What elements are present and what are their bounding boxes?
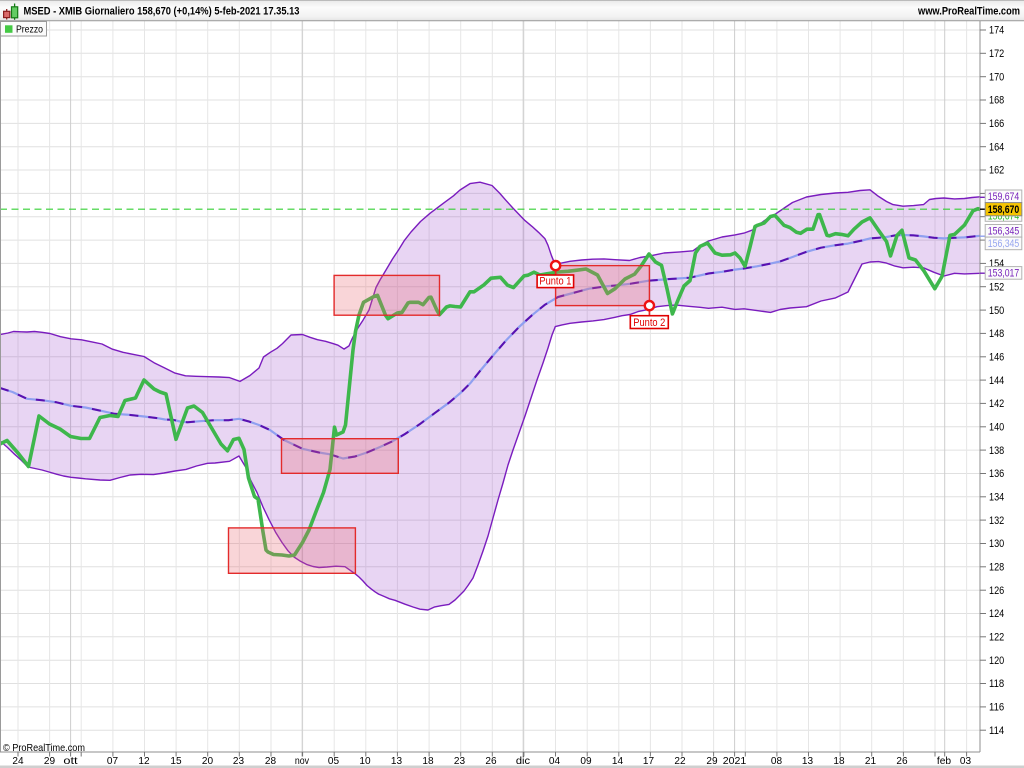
svg-text:142: 142 [989, 398, 1004, 410]
svg-text:www.ProRealTime.com: www.ProRealTime.com [917, 5, 1020, 17]
svg-text:148: 148 [989, 328, 1004, 340]
svg-text:162: 162 [989, 165, 1004, 177]
svg-text:23: 23 [233, 755, 244, 767]
svg-text:20: 20 [202, 755, 213, 767]
svg-text:26: 26 [896, 755, 907, 767]
svg-text:08: 08 [771, 755, 782, 767]
svg-text:28: 28 [265, 755, 276, 767]
svg-text:150: 150 [989, 305, 1004, 317]
svg-text:134: 134 [989, 492, 1004, 504]
svg-text:124: 124 [989, 608, 1004, 620]
svg-text:116: 116 [989, 702, 1004, 714]
svg-text:18: 18 [422, 755, 433, 767]
svg-text:2021: 2021 [723, 755, 747, 767]
svg-text:04: 04 [549, 755, 560, 767]
svg-text:Punto 1: Punto 1 [539, 276, 571, 288]
svg-text:144: 144 [989, 375, 1004, 387]
svg-text:13: 13 [802, 755, 813, 767]
svg-text:136: 136 [989, 468, 1004, 480]
svg-text:07: 07 [107, 755, 118, 767]
svg-text:nov: nov [295, 755, 310, 767]
svg-text:156,345: 156,345 [988, 226, 1020, 238]
svg-text:156,345: 156,345 [988, 238, 1020, 250]
svg-text:174: 174 [989, 25, 1004, 37]
svg-text:158,670: 158,670 [988, 204, 1020, 216]
svg-text:05: 05 [328, 755, 339, 767]
svg-text:166: 166 [989, 118, 1004, 130]
svg-text:146: 146 [989, 352, 1004, 364]
svg-text:22: 22 [674, 755, 685, 767]
svg-text:23: 23 [454, 755, 465, 767]
svg-text:13: 13 [391, 755, 402, 767]
svg-text:170: 170 [989, 71, 1004, 83]
svg-text:130: 130 [989, 538, 1004, 550]
svg-text:29: 29 [706, 755, 717, 767]
svg-text:152: 152 [989, 281, 1004, 293]
svg-text:114: 114 [989, 725, 1004, 737]
svg-text:03: 03 [960, 755, 971, 767]
svg-text:15: 15 [170, 755, 181, 767]
svg-text:09: 09 [580, 755, 591, 767]
svg-text:Prezzo: Prezzo [16, 25, 43, 36]
svg-text:12: 12 [138, 755, 149, 767]
svg-text:168: 168 [989, 95, 1004, 107]
svg-text:10: 10 [359, 755, 370, 767]
svg-text:MSED - XMIB Giornaliero 158,67: MSED - XMIB Giornaliero 158,670 (+0,14%)… [24, 5, 300, 17]
svg-text:120: 120 [989, 655, 1004, 667]
svg-text:172: 172 [989, 48, 1004, 60]
svg-text:18: 18 [833, 755, 844, 767]
svg-text:24: 24 [12, 755, 23, 767]
svg-text:118: 118 [989, 678, 1004, 690]
svg-text:132: 132 [989, 515, 1004, 527]
svg-text:138: 138 [989, 445, 1004, 457]
svg-text:17: 17 [643, 755, 654, 767]
svg-text:122: 122 [989, 632, 1004, 644]
svg-text:159,674: 159,674 [988, 191, 1020, 203]
svg-text:© ProRealTime.com: © ProRealTime.com [3, 743, 85, 754]
svg-text:ott: ott [63, 755, 77, 767]
svg-text:26: 26 [485, 755, 496, 767]
svg-text:Punto 2: Punto 2 [633, 317, 665, 329]
svg-text:153,017: 153,017 [988, 268, 1020, 280]
svg-text:21: 21 [865, 755, 876, 767]
svg-text:29: 29 [44, 755, 55, 767]
svg-text:dic: dic [516, 755, 530, 767]
svg-text:126: 126 [989, 585, 1004, 597]
svg-text:164: 164 [989, 141, 1004, 153]
svg-text:140: 140 [989, 422, 1004, 434]
svg-text:128: 128 [989, 562, 1004, 574]
svg-text:feb: feb [937, 755, 951, 767]
svg-text:14: 14 [612, 755, 623, 767]
